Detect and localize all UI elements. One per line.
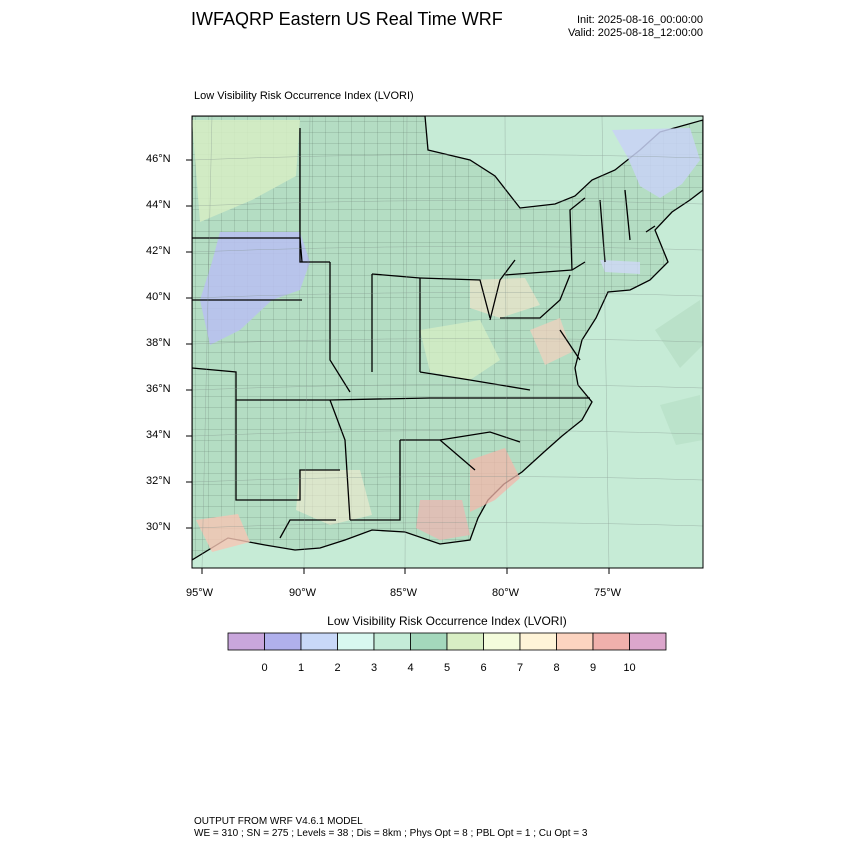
region-light-north <box>192 120 300 222</box>
main-title: IWFAQRP Eastern US Real Time WRF <box>191 9 503 29</box>
region-low-index-iowa <box>200 232 310 345</box>
lat-label: 38°N <box>146 337 171 349</box>
lon-label: 85°W <box>390 587 418 599</box>
colorbar-swatch <box>556 632 594 651</box>
colorbar-swatch <box>446 632 484 651</box>
colorbar-swatch <box>629 632 667 651</box>
colorbar-label: 1 <box>297 662 305 674</box>
colorbar-label: 5 <box>443 662 451 674</box>
colorbar-label: 3 <box>370 662 378 674</box>
colorbar-label: 8 <box>553 662 560 674</box>
lat-label: 32°N <box>146 475 171 487</box>
colorbar-swatch <box>227 632 265 651</box>
colorbar-swatch <box>300 632 338 651</box>
footer-config: WE = 310 ; SN = 275 ; Levels = 38 ; Dis … <box>194 828 588 839</box>
colorbar-swatch <box>337 632 375 651</box>
lat-label: 42°N <box>146 245 171 257</box>
colorbar-label: 6 <box>480 662 487 674</box>
map-frame <box>191 115 704 569</box>
region-mid-gulf <box>296 470 372 525</box>
plot-title: Low Visibility Risk Occurrence Index (LV… <box>194 90 414 102</box>
region-ocean-patch-1 <box>655 300 703 368</box>
region-mid-appalachia <box>420 320 500 380</box>
footer-model: OUTPUT FROM WRF V4.6.1 MODEL <box>194 816 363 827</box>
lat-label: 34°N <box>146 429 171 441</box>
graticule <box>192 116 703 568</box>
region-low-index-ne-lakes <box>612 128 700 198</box>
init-time: Init: 2025-08-16_00:00:00 <box>577 14 703 26</box>
region-high-georgia <box>416 500 470 540</box>
region-ocean-patch-3 <box>660 395 703 445</box>
colorbar-label: 4 <box>407 662 414 674</box>
colorbar-swatch <box>264 632 302 651</box>
colorbar-title: Low Visibility Risk Occurrence Index (LV… <box>327 614 567 628</box>
colorbar-swatch <box>483 632 521 651</box>
region-ocean-patch-2 <box>600 260 640 274</box>
lon-label: 95°W <box>186 587 214 599</box>
region-high-virginia <box>530 318 572 365</box>
lat-label: 44°N <box>146 199 171 211</box>
region-high-louisiana <box>196 514 250 552</box>
colorbar-swatch <box>410 632 448 651</box>
lon-label: 80°W <box>492 587 520 599</box>
lat-label: 30°N <box>146 521 171 533</box>
colorbar-swatch <box>592 632 630 651</box>
colorbar-label: 0 <box>261 662 268 674</box>
lon-label: 75°W <box>594 587 622 599</box>
lat-label: 36°N <box>146 383 171 395</box>
lon-ticks <box>201 568 610 574</box>
colorbar-swatch <box>519 632 557 651</box>
lat-label: 40°N <box>146 291 171 303</box>
colorbar-label: 2 <box>334 662 341 674</box>
lat-ticks <box>186 159 192 529</box>
colorbar-label: 9 <box>589 662 597 674</box>
colorbar <box>227 632 667 651</box>
colorbar-swatch <box>373 632 411 651</box>
valid-time: Valid: 2025-08-18_12:00:00 <box>568 27 703 39</box>
region-high-carolinas <box>470 448 520 512</box>
colorbar-label: 10 <box>623 662 636 674</box>
state-boundaries <box>192 128 656 539</box>
lat-label: 46°N <box>146 153 171 165</box>
lon-label: 90°W <box>289 587 317 599</box>
colorbar-label: 7 <box>516 662 524 674</box>
